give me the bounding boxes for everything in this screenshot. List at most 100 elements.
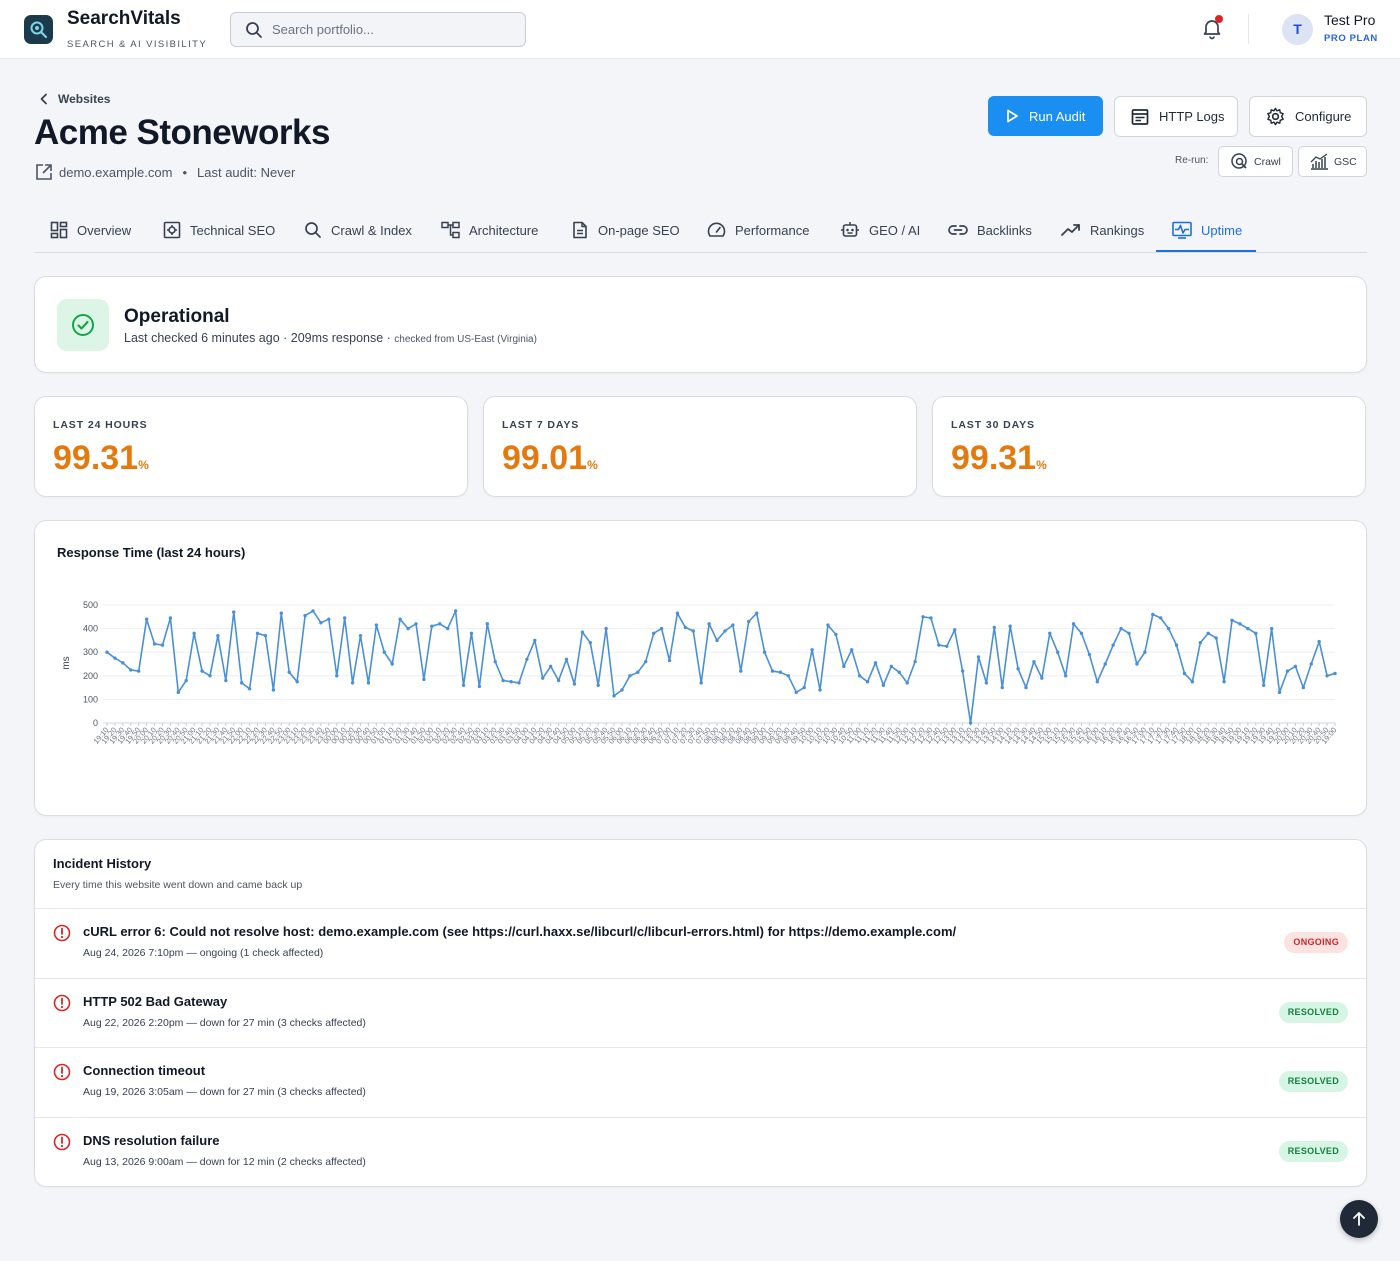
data-point[interactable] [1230,618,1234,623]
data-point[interactable] [374,623,379,627]
data-point[interactable] [588,641,592,645]
data-point[interactable] [1095,680,1100,684]
data-point[interactable] [572,682,577,686]
data-point[interactable] [1119,626,1123,631]
tab-technical-seo[interactable]: Technical SEO [163,208,275,252]
scroll-to-top-button[interactable] [1340,1200,1378,1238]
data-point[interactable] [406,626,410,631]
data-point[interactable] [461,683,466,687]
data-point[interactable] [255,631,260,636]
data-point[interactable] [200,669,204,673]
data-point[interactable] [1174,643,1179,647]
data-point[interactable] [168,616,173,620]
data-point[interactable] [731,623,735,627]
app-logo-icon[interactable] [24,15,53,44]
data-point[interactable] [707,622,711,626]
data-point[interactable] [628,674,632,678]
data-point[interactable] [651,631,656,636]
incident-row[interactable]: HTTP 502 Bad Gateway Aug 22, 2026 2:20pm… [35,978,1366,1047]
data-point[interactable] [580,630,585,634]
data-point[interactable] [152,642,157,646]
tab-overview[interactable]: Overview [50,208,131,252]
data-point[interactable] [659,626,664,631]
data-point[interactable] [1317,639,1321,644]
data-point[interactable] [715,638,719,643]
data-point[interactable] [826,623,830,627]
data-point[interactable] [1190,680,1195,684]
notification-bell-icon[interactable] [1200,16,1224,40]
data-point[interactable] [1071,622,1076,626]
data-point[interactable] [509,680,513,684]
data-point[interactable] [390,662,394,666]
data-point[interactable] [342,616,347,620]
data-point[interactable] [1087,652,1092,657]
run-audit-button[interactable]: Run Audit [988,96,1103,136]
data-point[interactable] [842,664,846,669]
data-point[interactable] [1198,641,1203,645]
data-point[interactable] [485,622,489,626]
data-point[interactable] [184,678,188,683]
data-point[interactable] [1261,683,1266,687]
data-point[interactable] [691,629,695,633]
data-point[interactable] [501,678,505,683]
data-point[interactable] [857,674,862,678]
data-point[interactable] [1206,631,1210,636]
data-point[interactable] [778,670,783,674]
data-point[interactable] [430,624,434,628]
data-point[interactable] [564,657,569,661]
data-point[interactable] [683,625,688,630]
data-point[interactable] [335,674,339,678]
data-point[interactable] [1111,643,1115,647]
data-point[interactable] [445,626,450,631]
data-point[interactable] [937,643,941,647]
data-point[interactable] [1301,685,1306,690]
data-point[interactable] [1032,659,1036,664]
data-point[interactable] [1143,650,1147,654]
data-point[interactable] [984,681,989,685]
data-point[interactable] [723,629,727,633]
data-point[interactable] [873,661,878,665]
data-point[interactable] [644,659,648,664]
data-point[interactable] [770,669,775,673]
data-point[interactable] [525,657,529,661]
data-point[interactable] [144,617,149,621]
data-point[interactable] [945,644,949,648]
tab-uptime[interactable]: Uptime [1172,208,1242,252]
data-point[interactable] [398,617,402,621]
data-point[interactable] [1238,622,1242,626]
data-point[interactable] [548,664,553,669]
data-point[interactable] [818,688,822,692]
data-point[interactable] [929,616,933,620]
data-point[interactable] [1008,624,1012,628]
data-point[interactable] [596,683,600,687]
data-point[interactable] [422,677,426,682]
data-point[interactable] [271,688,276,692]
data-point[interactable] [121,661,125,665]
data-point[interactable] [469,631,474,636]
incident-row[interactable]: Connection timeout Aug 19, 2026 3:05am —… [35,1047,1366,1116]
data-point[interactable] [620,688,624,692]
data-point[interactable] [1309,662,1313,666]
data-point[interactable] [358,633,363,638]
data-point[interactable] [1277,690,1282,695]
data-point[interactable] [1222,680,1226,684]
data-point[interactable] [960,669,965,673]
data-point[interactable] [976,655,981,659]
data-point[interactable] [287,670,291,674]
data-point[interactable] [533,638,537,643]
data-point[interactable] [1333,671,1337,676]
data-point[interactable] [897,670,901,674]
rerun-gsc-button[interactable]: GSC [1298,146,1367,177]
data-point[interactable] [517,681,521,685]
data-point[interactable] [1135,662,1139,666]
tab-backlinks[interactable]: Backlinks [948,208,1032,252]
data-point[interactable] [794,690,798,695]
data-point[interactable] [1103,662,1107,666]
http-logs-button[interactable]: HTTP Logs [1114,96,1238,137]
user-name[interactable]: Test Pro [1324,12,1376,28]
data-point[interactable] [1214,636,1218,640]
back-link[interactable]: Websites [38,92,110,106]
tab-on-page-seo[interactable]: On-page SEO [571,208,680,252]
data-point[interactable] [921,615,925,619]
data-point[interactable] [1246,626,1250,631]
